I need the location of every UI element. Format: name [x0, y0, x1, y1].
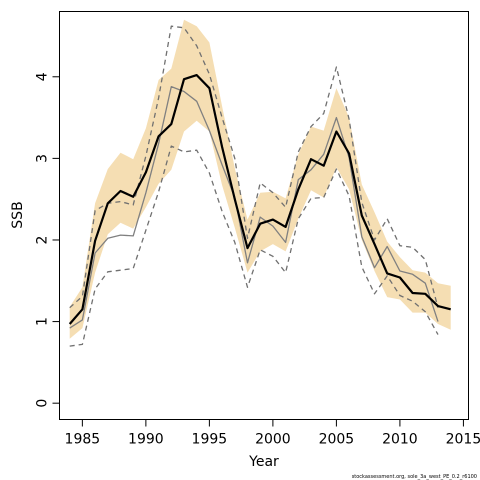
x-tick-label: 1990 [128, 432, 164, 448]
ssb-estimate-line [68, 73, 451, 325]
comparison-line [69, 85, 439, 329]
x-tick-label: 2010 [382, 432, 418, 448]
confidence-band [69, 19, 451, 339]
x-axis-title: Year [248, 454, 279, 470]
x-tick-label: 2000 [255, 432, 291, 448]
x-tick-label: 1985 [65, 432, 101, 448]
y-tick-label: 3 [35, 154, 51, 163]
y-tick-label: 4 [35, 72, 51, 81]
footnote: stockassessment.org, sole_3a_west_PE_0.2… [352, 474, 477, 480]
series-line-layer [68, 25, 451, 347]
plot-frame [59, 11, 469, 420]
y-tick-label: 0 [35, 399, 51, 408]
x-axis: 1985 1990 1995 2000 2005 2010 2015 [65, 419, 480, 448]
x-tick-label: 1995 [192, 432, 228, 448]
x-tick-label: 2005 [319, 432, 355, 448]
confidence-band-layer [69, 19, 451, 339]
x-tick-label: 2015 [446, 432, 480, 448]
comparison-lower-line [69, 145, 439, 347]
y-axis: 0 1 2 3 4 [35, 72, 60, 408]
y-tick-label: 1 [35, 317, 51, 326]
y-tick-label: 2 [35, 236, 51, 245]
y-axis-title: SSB [10, 201, 26, 228]
